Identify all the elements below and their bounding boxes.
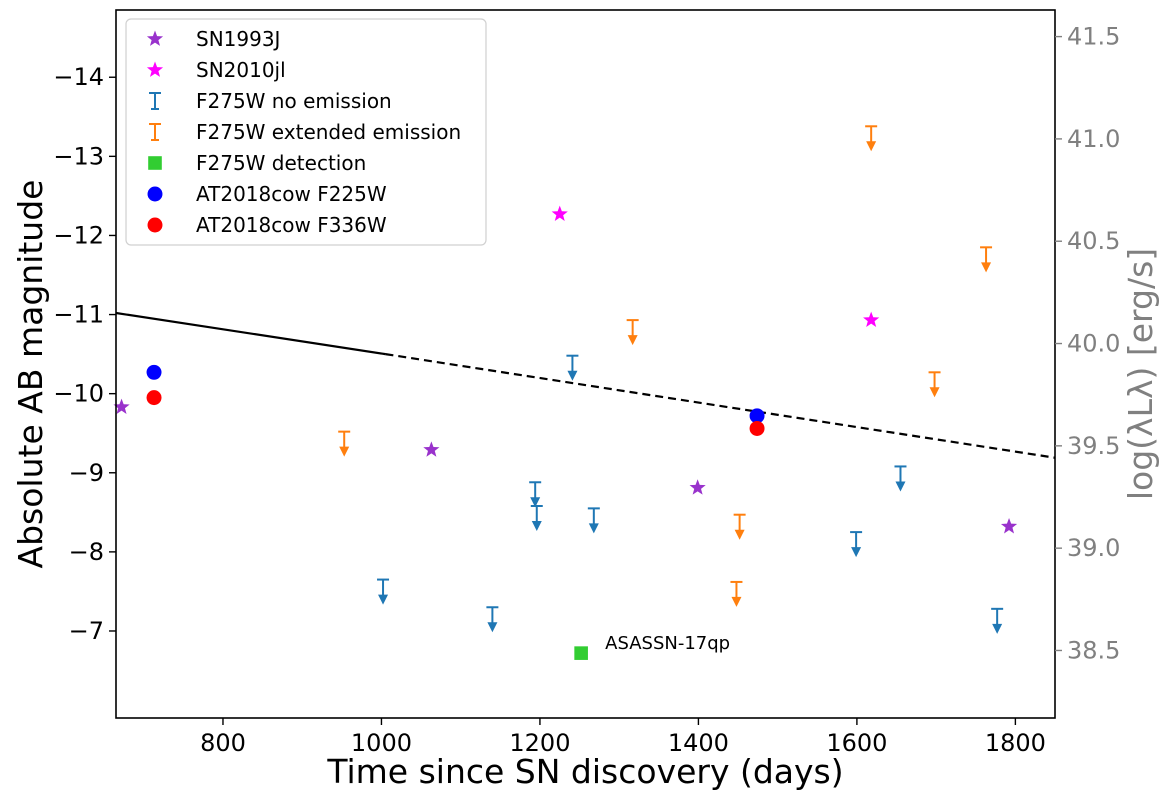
upper-limit-arrow — [866, 141, 877, 152]
annotation-label: ASASSN-17qp — [605, 633, 730, 654]
data-point-series-0-0 — [113, 398, 130, 414]
y2-tick-label: 41.0 — [1067, 125, 1120, 153]
data-point-series-2-5 — [587, 507, 600, 534]
x-tick-label: 1400 — [668, 729, 729, 757]
y2-tick-label: 38.5 — [1067, 636, 1120, 664]
upper-limit-arrow — [851, 547, 862, 558]
legend-label: F275W no emission — [196, 89, 392, 113]
data-point-series-2-0 — [377, 578, 390, 605]
upper-limit-arrow — [731, 596, 742, 607]
plot-frame — [115, 9, 1056, 719]
x-tick-label: 1800 — [985, 729, 1046, 757]
legend-marker — [147, 186, 163, 202]
upper-limit-arrow — [929, 387, 940, 398]
legend-label: SN1993J — [196, 27, 280, 51]
data-point-series-2-8 — [991, 607, 1004, 634]
upper-limit-arrow — [981, 262, 992, 273]
y-tick-label: −13 — [53, 142, 104, 170]
upper-limit-arrow — [378, 594, 389, 605]
y2-tick-label: 39.5 — [1067, 432, 1120, 460]
legend-marker — [147, 217, 163, 233]
y2-tick-label: 41.5 — [1067, 23, 1120, 51]
trend-line-dashed — [385, 353, 1056, 459]
legend-marker — [149, 92, 161, 110]
data-point-series-3-4 — [865, 125, 878, 152]
data-point-series-4-0 — [574, 646, 588, 660]
legend-marker — [146, 61, 164, 77]
data-point-series-3-6 — [980, 246, 993, 273]
y2-tick-label: 40.0 — [1067, 330, 1120, 358]
y2-tick-label: 39.0 — [1067, 534, 1120, 562]
upper-limit-arrow — [895, 481, 906, 492]
data-point-series-3-0 — [338, 430, 351, 457]
x-tick-label: 800 — [200, 729, 246, 757]
upper-limit-arrow — [487, 622, 498, 633]
y-tick-label: −14 — [53, 63, 104, 91]
data-point-series-5-0 — [146, 364, 162, 380]
chart-axes: 800 1000 1200 1400 1600 1800 −14 −13 −12 −11 −10 −9… — [53, 9, 1120, 757]
y2-tick-label: 40.5 — [1067, 227, 1120, 255]
y-tick-label: −7 — [69, 617, 104, 645]
legend: SN1993J SN2010jl F275W no emission F275W ex… — [125, 18, 487, 246]
legend-marker — [148, 156, 162, 170]
data-point-series-3-2 — [730, 580, 743, 607]
data-point-series-3-1 — [626, 319, 639, 346]
legend-marker — [149, 123, 161, 141]
data-point-series-1-1 — [863, 311, 880, 327]
trend-line-solid — [115, 311, 386, 356]
data-point-series-0-2 — [689, 479, 706, 495]
data-point-series-0-3 — [1000, 518, 1018, 534]
data-point-series-5-1 — [749, 408, 765, 424]
data-point-series-0-1 — [423, 441, 440, 457]
legend-box — [125, 18, 487, 246]
y-tick-label: −8 — [69, 538, 104, 566]
legend-marker — [146, 30, 164, 46]
x-tick-label: 1200 — [509, 729, 570, 757]
y-tick-label: −9 — [69, 459, 104, 487]
upper-limit-arrow — [339, 446, 350, 457]
data-point-series-1-0 — [551, 205, 568, 221]
upper-limit-arrow — [531, 520, 542, 531]
y2-axis-title: log(λLλ) [erg/s] — [1121, 248, 1160, 500]
data-point-series-2-3 — [530, 504, 543, 531]
upper-limit-arrow — [734, 529, 745, 540]
y-axis-title: Absolute AB magnitude — [11, 180, 50, 569]
data-point-series-3-3 — [733, 513, 746, 540]
data-point-series-6-0 — [146, 390, 162, 406]
x-tick-label: 1600 — [826, 729, 887, 757]
data-point-series-6-1 — [749, 420, 765, 436]
data-point-series-2-7 — [894, 465, 907, 492]
y-tick-label: −11 — [53, 301, 104, 329]
upper-limit-arrow — [992, 623, 1003, 634]
upper-limit-arrow — [588, 523, 599, 534]
chart-marks: ASASSN-17qp — [113, 125, 1056, 660]
legend-label: AT2018cow F336W — [196, 213, 387, 237]
legend-label: F275W detection — [196, 151, 366, 175]
y-tick-label: −10 — [53, 380, 104, 408]
data-point-series-2-6 — [850, 531, 863, 558]
y-tick-label: −12 — [53, 221, 104, 249]
x-axis-title: Time since SN discovery (days) — [326, 752, 843, 791]
upper-limit-arrow — [627, 335, 638, 346]
data-point-series-2-2 — [529, 481, 542, 508]
data-point-series-2-1 — [486, 606, 499, 633]
upper-limit-arrow — [530, 497, 541, 508]
data-point-series-2-4 — [566, 354, 579, 381]
legend-label: AT2018cow F225W — [196, 182, 387, 206]
legend-label: SN2010jl — [196, 58, 286, 82]
data-point-series-3-5 — [928, 371, 941, 398]
legend-label: F275W extended emission — [196, 120, 461, 144]
upper-limit-arrow — [567, 370, 578, 381]
x-tick-label: 1000 — [351, 729, 412, 757]
